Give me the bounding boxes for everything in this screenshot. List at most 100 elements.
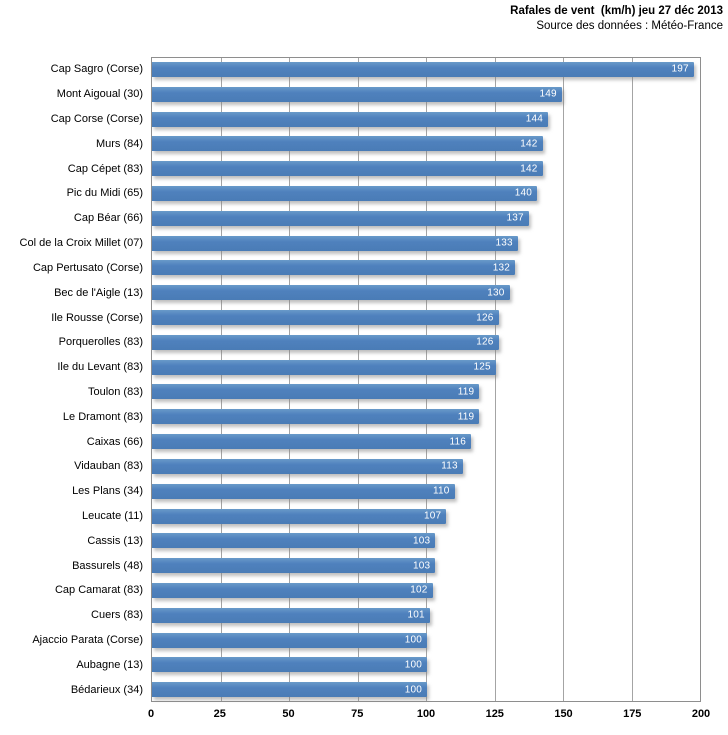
bar-value-label: 125 [473, 361, 491, 373]
category-label: Col de la Croix Millet (07) [19, 237, 143, 250]
x-axis-tick-label: 100 [416, 708, 436, 720]
category-label: Cap Sagro (Corse) [50, 63, 143, 76]
category-label: Ile du Levant (83) [57, 361, 143, 374]
bar: 116 [152, 434, 471, 450]
bar-value-label: 149 [539, 88, 557, 100]
bar: 100 [152, 682, 427, 698]
bar: 197 [152, 61, 694, 77]
bar-track: 119 [151, 384, 701, 400]
category-label: Ile Rousse (Corse) [51, 311, 143, 324]
bar-value-label: 116 [449, 436, 466, 448]
bar: 130 [152, 285, 510, 301]
x-axis-tick-label: 200 [691, 708, 711, 720]
bar-row: Aubagne (13) 100 [0, 653, 701, 678]
bar: 119 [152, 409, 480, 425]
bar-track: 102 [151, 582, 701, 598]
bar: 142 [152, 136, 543, 152]
bar-value-label: 100 [404, 659, 422, 671]
chart-title: Rafales de vent (km/h) jeu 27 déc 2013 [510, 5, 723, 17]
category-label: Pic du Midi (65) [66, 187, 143, 200]
category-label: Cassis (13) [87, 534, 143, 547]
x-axis-tick-label: 125 [485, 708, 504, 720]
bar-track: 144 [151, 111, 701, 127]
bar-row: Ajaccio Parata (Corse) 100 [0, 628, 701, 653]
bar-row: Pic du Midi (65) 140 [0, 181, 701, 206]
gridline [426, 58, 427, 701]
bar-track: 107 [151, 508, 701, 524]
bar-value-label: 113 [441, 460, 458, 472]
category-label: Cap Corse (Corse) [50, 113, 143, 126]
bar-value-label: 110 [432, 485, 450, 497]
category-label: Toulon (83) [87, 385, 143, 398]
bar: 132 [152, 260, 515, 276]
bar-value-label: 126 [476, 336, 494, 348]
bar-track: 101 [151, 607, 701, 623]
bar-row: Le Dramont (83) 119 [0, 404, 701, 429]
category-label: Cuers (83) [91, 609, 143, 622]
bar-track: 130 [151, 285, 701, 301]
bar-value-label: 130 [487, 287, 505, 299]
bar-row: Caixas (66) 116 [0, 429, 701, 454]
bar-row: Toulon (83) 119 [0, 380, 701, 405]
bar-track: 100 [151, 682, 701, 698]
category-label: Le Dramont (83) [62, 410, 143, 423]
x-axis-tick-label: 50 [282, 708, 295, 720]
bar-track: 116 [151, 434, 701, 450]
bar-value-label: 133 [495, 237, 513, 249]
category-label: Caixas (66) [86, 435, 143, 448]
bar: 107 [152, 508, 447, 524]
bar-track: 137 [151, 210, 701, 226]
bar-track: 126 [151, 334, 701, 350]
bar-value-label: 132 [492, 262, 510, 274]
bar: 126 [152, 334, 499, 350]
category-label: Cap Béar (66) [73, 212, 143, 225]
bar-row: Cap Corse (Corse) 144 [0, 107, 701, 132]
bar-value-label: 100 [404, 684, 422, 696]
bar-track: 100 [151, 632, 701, 648]
category-label: Porquerolles (83) [58, 336, 143, 349]
category-label: Ajaccio Parata (Corse) [32, 634, 143, 647]
bar-track: 142 [151, 136, 701, 152]
bar-row: Cap Cépet (83) 142 [0, 156, 701, 181]
bar-track: 140 [151, 185, 701, 201]
bar-row: Ile Rousse (Corse) 126 [0, 305, 701, 330]
bar-row: Porquerolles (83) 126 [0, 330, 701, 355]
bar-row: Mont Aigoual (30) 149 [0, 82, 701, 107]
bar-row: Cap Sagro (Corse) 197 [0, 57, 701, 82]
bar-value-label: 197 [671, 63, 689, 75]
bar-value-label: 103 [412, 535, 431, 547]
category-label: Aubagne (13) [76, 658, 143, 671]
bar-track: 126 [151, 310, 701, 326]
bar-row: Vidauban (83) 113 [0, 454, 701, 479]
gridline [220, 58, 222, 701]
bar-value-label: 107 [423, 510, 442, 522]
bar: 119 [152, 384, 480, 400]
bar-row: Cap Pertusato (Corse) 132 [0, 256, 701, 281]
x-axis-tick-label: 175 [623, 708, 642, 720]
bar-track: 142 [151, 161, 701, 177]
bar: 103 [152, 558, 436, 574]
bar-value-label: 144 [525, 113, 543, 125]
bar-value-label: 126 [476, 312, 494, 324]
bar-track: 100 [151, 657, 701, 673]
bar-track: 125 [151, 359, 701, 375]
bar-value-label: 101 [407, 609, 425, 621]
bar: 100 [152, 632, 427, 648]
bar-row: Col de la Croix Millet (07) 133 [0, 231, 701, 256]
category-label: Les Plans (34) [72, 485, 143, 498]
gridline [289, 58, 290, 701]
gridline [494, 58, 496, 701]
x-axis-tick-label: 25 [213, 708, 226, 720]
bar-value-label: 137 [506, 212, 524, 224]
bar-row: Bédarieux (34) 100 [0, 677, 701, 702]
bar: 101 [152, 607, 430, 623]
bar: 113 [152, 458, 463, 474]
bar: 133 [152, 235, 518, 251]
bar-value-label: 100 [404, 634, 422, 646]
bar-row: Murs (84) 142 [0, 131, 701, 156]
bar-row: Cap Camarat (83) 102 [0, 578, 701, 603]
bar-row: Ile du Levant (83) 125 [0, 355, 701, 380]
chart-subtitle: Source des données : Météo-France [536, 20, 723, 33]
bar-value-label: 119 [457, 411, 475, 423]
